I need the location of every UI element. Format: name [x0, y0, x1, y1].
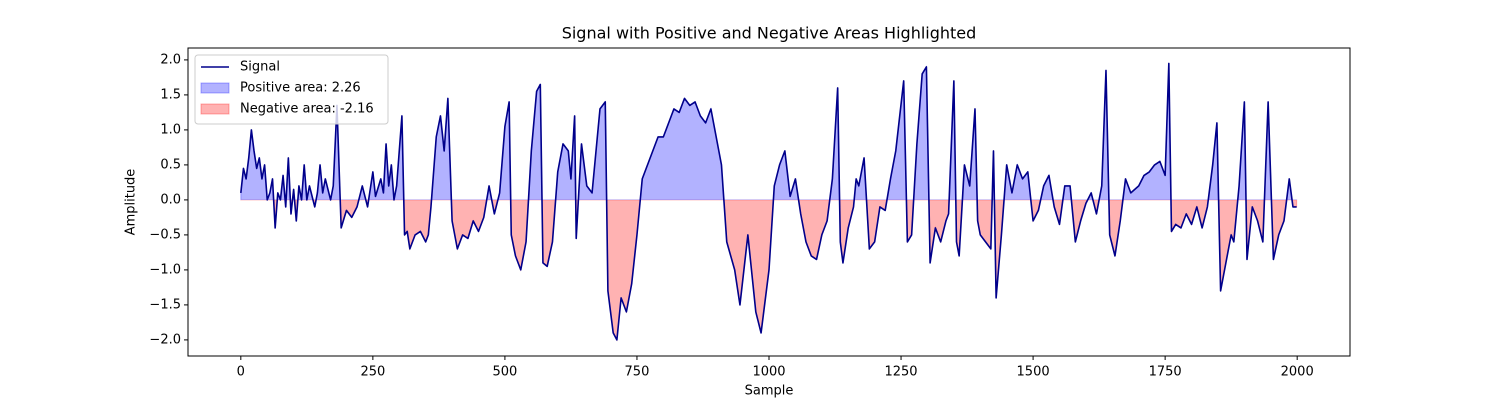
legend-patch: [200, 82, 230, 94]
chart-title: Signal with Positive and Negative Areas …: [562, 24, 977, 43]
x-tick-label: 1500: [1017, 365, 1050, 380]
y-axis-label: Amplitude: [124, 169, 139, 236]
area-fill: [240, 199, 1298, 342]
plot-frame: [187, 47, 1351, 357]
y-tick-label: 1.0: [160, 122, 181, 137]
legend-box: [194, 54, 389, 125]
y-tick-label: −1.0: [149, 262, 181, 277]
y-tick-label: 0.0: [160, 192, 181, 207]
legend-label: Negative area: -2.16: [240, 102, 374, 117]
x-tick-label: 1250: [884, 365, 917, 380]
y-tick-label: 0.5: [160, 157, 181, 172]
x-tick-label: 2000: [1281, 365, 1314, 380]
y-tick-label: −0.5: [149, 227, 181, 242]
x-tick-label: 1750: [1149, 365, 1182, 380]
y-tick-label: −2.0: [149, 332, 181, 347]
x-tick-label: 250: [360, 365, 385, 380]
x-tick-label: 0: [237, 365, 245, 380]
legend-label: Positive area: 2.26: [240, 81, 361, 96]
x-tick-label: 1000: [752, 365, 785, 380]
signal-line: [240, 62, 1297, 341]
y-tick-label: 1.5: [160, 87, 181, 102]
legend-label: Signal: [240, 60, 280, 75]
x-tick-label: 500: [492, 365, 517, 380]
x-axis-label: Sample: [745, 384, 794, 399]
x-tick-label: 750: [625, 365, 650, 380]
y-tick-label: −1.5: [149, 297, 181, 312]
legend-patch: [200, 103, 230, 115]
y-tick-label: 2.0: [160, 52, 181, 67]
